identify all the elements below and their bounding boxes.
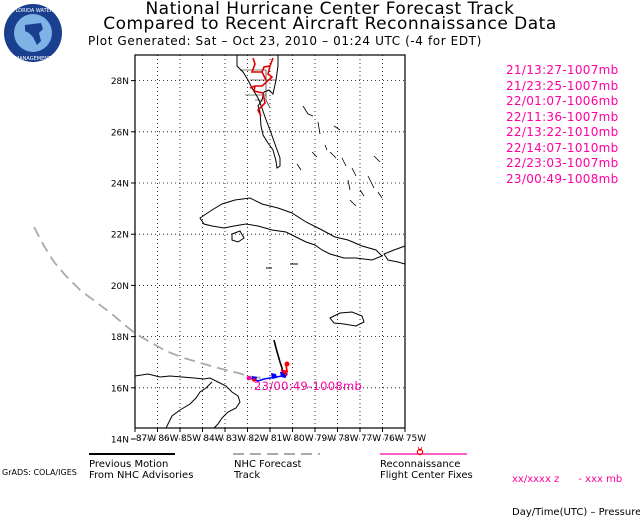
map-frame (134, 54, 406, 429)
legend-recon-wind-barb (417, 446, 423, 452)
agency-logo: FLORIDA WATER MANAGEMENT (4, 4, 62, 62)
cayman-islands (266, 263, 298, 269)
longitude-label: 83W (226, 434, 246, 444)
legend-forecast-line1: NHC Forecast (234, 459, 302, 470)
longitude-label: 75W (406, 434, 426, 444)
legend-previous-motion-line2: From NHC Advisories (89, 470, 194, 481)
latitude-label: 14N (111, 436, 129, 446)
title-line-1: National Hurricane Center Forecast Track (145, 0, 515, 19)
legend-recon-marker (416, 448, 424, 456)
recon-fix-entry: 22/23:03-1007mb (506, 156, 619, 170)
legend-previous-motion-line1: Previous Motion (89, 459, 169, 470)
honduras-coast (165, 381, 213, 429)
cuba (199, 197, 383, 261)
recon-map: 87W 86W 85W 84W 83W 82W 81W 80W 79W 78W 77W 76W 75W2… (33, 54, 467, 456)
recon-fix-entry: 22/11:36-1007mb (506, 109, 619, 124)
hispaniola (383, 245, 406, 265)
bahamas (296, 105, 383, 207)
title-line-2: Compared to Recent Aircraft Reconnaissan… (103, 14, 557, 34)
longitude-label: 86W (158, 434, 178, 444)
latitude-label: 16N (111, 384, 129, 394)
recon-fix-list: 21/13:27-1007mb 21/23:25-1007mb 22/01:07-1… (506, 63, 619, 187)
legend-forecast-track: NHC Forecast Track (234, 459, 301, 481)
latitude-label: 24N (111, 180, 129, 190)
latitude-label: 22N (111, 231, 129, 241)
legend-recon-line2: Flight Center Fixes (380, 470, 473, 481)
recon-fix-entry: 22/14:07-1010mb (506, 140, 619, 155)
isle-of-youth (231, 230, 245, 243)
longitude-label: 81W (271, 434, 291, 444)
jamaica (329, 311, 365, 327)
longitude-label: 78W (338, 434, 358, 444)
longitude-label: 79W (316, 434, 336, 444)
longitude-label: 82W (248, 434, 268, 444)
latitude-label: 28N (111, 77, 129, 87)
recon-fix-entry: 22/13:22-1010mb (506, 125, 619, 139)
central-america-coast (134, 373, 241, 429)
recon-fix-entry: 21/13:27-1007mb (506, 63, 619, 77)
latest-fix-label: 23/00:49-1008mb (254, 379, 362, 393)
recon-fix-entry: 23/00:49-1008mb (506, 171, 619, 186)
florida-red-boundaries (249, 57, 274, 117)
recon-fix-entry: 21/23:25-1007mb (506, 78, 619, 93)
legend-forecast-line2: Track (234, 470, 261, 481)
plot-generated-line: Plot Generated: Sat – Oct 23, 2010 – 01:… (88, 34, 482, 48)
lat-lon-grid: 87W 86W 85W 84W 83W 82W 81W 80W 79W 78W 77W 76W 75W2… (111, 55, 426, 446)
previous-motion-track (273, 339, 284, 375)
legend-recon: Reconnaissance Flight Center Fixes (380, 459, 473, 481)
longitude-label: 84W (203, 434, 223, 444)
latitude-label: 20N (111, 282, 129, 292)
svg-text:FLORIDA WATER: FLORIDA WATER (13, 8, 54, 14)
legend-recon-line1: Reconnaissance (380, 459, 461, 470)
recon-fix-entry: 22/01:07-1006mb (506, 94, 619, 108)
longitude-label: 87W (136, 434, 156, 444)
latitude-label: 26N (111, 128, 129, 138)
latitude-label: 18N (111, 333, 129, 343)
legend-previous-motion: Previous Motion From NHC Advisories (89, 459, 193, 481)
svg-text:MANAGEMENT: MANAGEMENT (15, 56, 52, 62)
legend-key: xx/xxxx z - xxx mb Day/Time(UTC) – Press… (512, 452, 640, 529)
recon-fix-cluster (246, 361, 290, 382)
grads-credit: GrADS: COLA/IGES (2, 468, 77, 477)
forecast-track (33, 226, 266, 379)
legend-key-meaning: Day/Time(UTC) – Pressure (512, 507, 640, 518)
longitude-label: 76W (383, 434, 403, 444)
